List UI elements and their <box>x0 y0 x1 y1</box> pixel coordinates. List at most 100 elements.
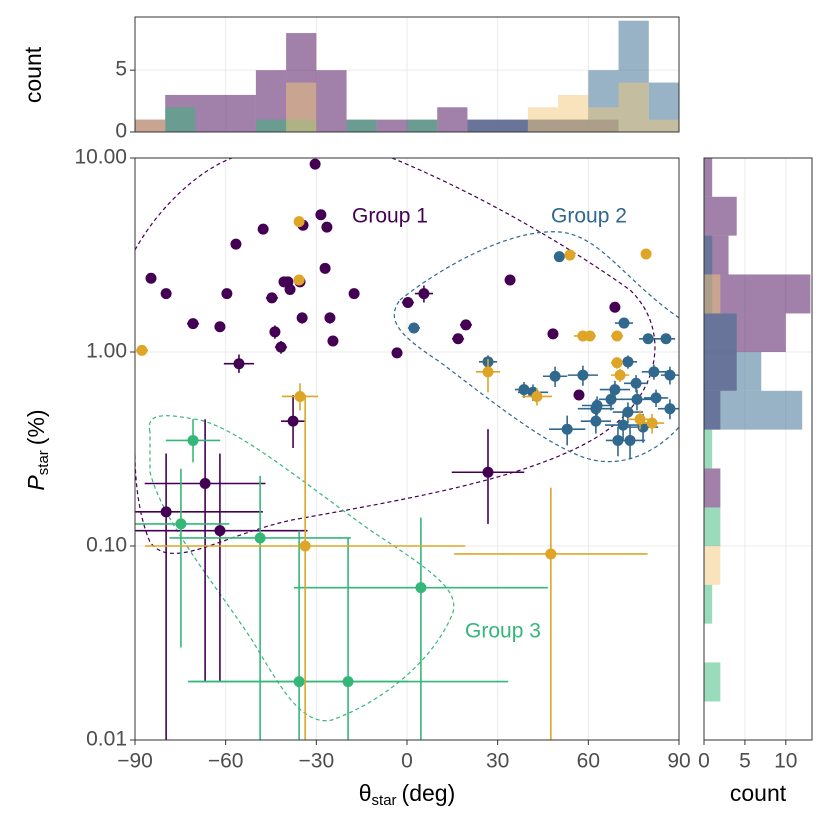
point <box>531 390 543 402</box>
point <box>648 366 660 378</box>
point <box>254 532 266 544</box>
point <box>631 393 643 405</box>
top-hist-y-title: count <box>20 46 46 103</box>
hist-bar <box>467 119 498 132</box>
hist-bar <box>704 429 713 469</box>
x-tick-label: 0 <box>401 750 413 773</box>
y-axis-symbol: P <box>23 475 49 491</box>
x-tick-label: −30 <box>299 750 335 773</box>
point <box>622 406 634 418</box>
scatter-layer <box>135 158 679 740</box>
point <box>561 423 573 435</box>
hist-bar <box>704 507 721 546</box>
point <box>650 392 662 404</box>
hist-bar <box>704 468 721 508</box>
point <box>614 369 626 381</box>
point <box>609 301 621 313</box>
hist-bar <box>558 94 589 132</box>
hist-bar <box>135 119 166 132</box>
y-tick-label: 0.10 <box>86 534 127 557</box>
point <box>214 525 226 537</box>
hist-bar <box>407 119 438 132</box>
hist-bar <box>704 158 713 197</box>
hist-bar <box>195 94 226 132</box>
hist-bar <box>704 390 803 430</box>
point <box>324 312 336 324</box>
point <box>553 251 565 263</box>
point <box>293 274 305 286</box>
point <box>160 288 172 300</box>
point <box>315 209 327 221</box>
hist-bar <box>704 196 737 236</box>
x-axis-unit: (deg) <box>402 780 456 806</box>
hist-bar <box>704 546 721 585</box>
point <box>257 223 269 235</box>
point <box>415 582 427 594</box>
group-label: Group 1 <box>352 205 428 228</box>
hist-bar <box>497 119 528 132</box>
point <box>321 221 333 233</box>
point <box>136 344 148 356</box>
x-tick-label: −60 <box>208 750 244 773</box>
point <box>611 330 623 342</box>
point <box>293 216 305 228</box>
hist-bar <box>648 119 679 132</box>
point <box>646 417 658 429</box>
point <box>549 370 561 382</box>
point <box>348 288 360 300</box>
point <box>287 415 299 427</box>
point <box>294 390 306 402</box>
x-axis-subscript: star <box>372 792 397 809</box>
y-axis-unit: (%) <box>23 409 49 445</box>
right-hist-tick-label: 0 <box>698 750 710 773</box>
right-hist-x-title: count <box>730 780 787 806</box>
point <box>564 249 576 261</box>
hist-bar <box>286 82 317 132</box>
x-axis-symbol: θ <box>359 780 372 806</box>
point <box>547 328 559 340</box>
hist-bar <box>316 70 347 132</box>
point <box>660 333 672 345</box>
group-label: Group 3 <box>465 620 541 643</box>
x-axis-title: θstar (deg) <box>359 780 456 809</box>
hist-bar <box>437 107 468 132</box>
point <box>612 434 624 446</box>
hist-bar <box>255 119 287 132</box>
y-tick-label: 0.01 <box>86 728 127 751</box>
group-1-contour <box>135 158 656 554</box>
hist-bar <box>704 274 811 314</box>
point <box>591 399 603 411</box>
point <box>199 477 211 489</box>
hist-bar <box>527 107 559 132</box>
group-2-contour <box>393 231 679 463</box>
y-tick-label: 10.00 <box>74 146 127 169</box>
point <box>584 330 596 342</box>
point <box>622 356 634 368</box>
point <box>504 274 516 286</box>
hist-bar <box>704 352 762 391</box>
point <box>482 366 494 378</box>
hist-bar <box>704 313 737 352</box>
point <box>309 158 321 170</box>
hist-bar <box>704 274 721 314</box>
right-hist-tick-label: 5 <box>739 750 751 773</box>
x-tick-label: 90 <box>667 750 690 773</box>
point <box>296 312 308 324</box>
point <box>402 296 414 308</box>
hist-bar <box>618 82 649 132</box>
point <box>618 317 630 329</box>
right-hist-tick-label: 10 <box>774 750 797 773</box>
point <box>145 272 157 284</box>
point <box>269 326 281 338</box>
y-tick-label: 1.00 <box>86 340 127 363</box>
point <box>214 321 226 333</box>
point <box>545 548 557 560</box>
hist-bar <box>704 235 713 275</box>
point <box>640 248 652 260</box>
point <box>452 333 464 345</box>
point <box>482 466 494 478</box>
point <box>187 318 199 330</box>
y-axis-subscript: star <box>35 450 52 475</box>
point <box>175 518 187 530</box>
point <box>266 292 278 304</box>
